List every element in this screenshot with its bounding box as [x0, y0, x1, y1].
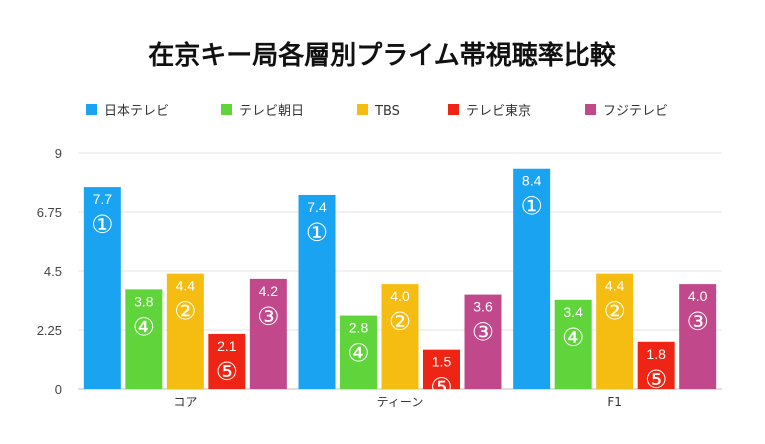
bar-value-label: 1.8 — [646, 346, 666, 362]
bar-value-label: 4.0 — [688, 288, 708, 304]
x-category-label: ティーン — [377, 395, 424, 409]
bar — [637, 341, 675, 389]
x-category-label: F1 — [607, 395, 622, 409]
bar-value-label: 1.5 — [432, 354, 452, 370]
bar-rank-label: ② — [389, 307, 411, 336]
y-tick-label: 6.75 — [37, 205, 62, 220]
legend-label: TBS — [374, 104, 400, 119]
bar-rank-label: ④ — [562, 323, 584, 352]
y-tick-label: 0 — [55, 382, 62, 397]
bar — [208, 333, 246, 389]
bars: 7.7 ① 3.8 ④ 4.4 ② 2.1 ⑤ 4.2 ③ 7.4 ① 2.8 ④ 4.0 ② 1.5 ⑤ 3.6 ③… — [83, 168, 717, 402]
x-category-label: コア — [173, 395, 197, 409]
bar-value-label: 2.8 — [349, 320, 369, 336]
bar — [513, 168, 551, 389]
bar-rank-label: ③ — [686, 307, 708, 336]
bar-rank-label: ⑤ — [430, 373, 452, 402]
bar-value-label: 3.6 — [473, 299, 493, 315]
legend-label: フジテレビ — [603, 104, 668, 119]
bar-rank-label: ① — [91, 210, 113, 239]
bar — [423, 349, 460, 389]
bar-value-label: 2.1 — [217, 338, 237, 354]
bar — [464, 294, 502, 389]
legend-label: テレビ東京 — [466, 103, 531, 119]
legend-swatch — [585, 104, 596, 115]
bar-value-label: 3.4 — [563, 304, 583, 320]
legend-swatch — [448, 104, 459, 115]
y-tick-label: 2.25 — [37, 323, 62, 338]
bar-value-label: 7.4 — [307, 199, 327, 215]
bar-value-label: 3.8 — [134, 293, 154, 309]
bar — [298, 194, 336, 389]
legend-swatch — [221, 104, 232, 115]
bar — [554, 299, 592, 389]
bar-rank-label: ② — [603, 297, 625, 326]
bar-value-label: 4.0 — [390, 288, 410, 304]
bar — [125, 289, 163, 389]
bar-rank-label: ① — [520, 192, 542, 221]
legend-label: 日本テレビ — [104, 104, 169, 119]
legend-swatch — [86, 104, 97, 115]
bar-rank-label: ③ — [257, 302, 279, 331]
x-axis-labels: コア ティーン F1 — [173, 395, 622, 409]
bar — [340, 315, 377, 389]
y-tick-label: 9 — [55, 146, 62, 161]
bar-rank-label: ② — [174, 297, 196, 326]
legend-label: テレビ朝日 — [239, 104, 304, 119]
bar-rank-label: ③ — [472, 318, 494, 347]
chart-title: 在京キー局各層別プライム帯視聴率比較 — [148, 40, 616, 71]
bar — [679, 284, 717, 389]
bar-rank-label: ⑤ — [216, 357, 238, 386]
bar-value-label: 8.4 — [522, 173, 542, 189]
bar-value-label: 4.2 — [259, 283, 279, 299]
bar — [381, 284, 419, 389]
bar-value-label: 4.4 — [605, 278, 625, 294]
bar — [166, 273, 204, 389]
legend-swatch — [357, 104, 368, 115]
bar-rank-label: ① — [306, 218, 328, 247]
legend: 日本テレビ テレビ朝日 TBS テレビ東京 フジテレビ — [86, 103, 668, 119]
bar — [596, 273, 634, 389]
y-tick-label: 4.5 — [44, 264, 62, 279]
bar-value-label: 4.4 — [176, 278, 196, 294]
bar-rank-label: ④ — [133, 312, 155, 341]
bar — [83, 187, 121, 389]
bar-value-label: 7.7 — [93, 191, 113, 207]
bar — [249, 278, 287, 389]
bar-rank-label: ⑤ — [645, 365, 667, 394]
bar-rank-label: ④ — [347, 339, 369, 368]
